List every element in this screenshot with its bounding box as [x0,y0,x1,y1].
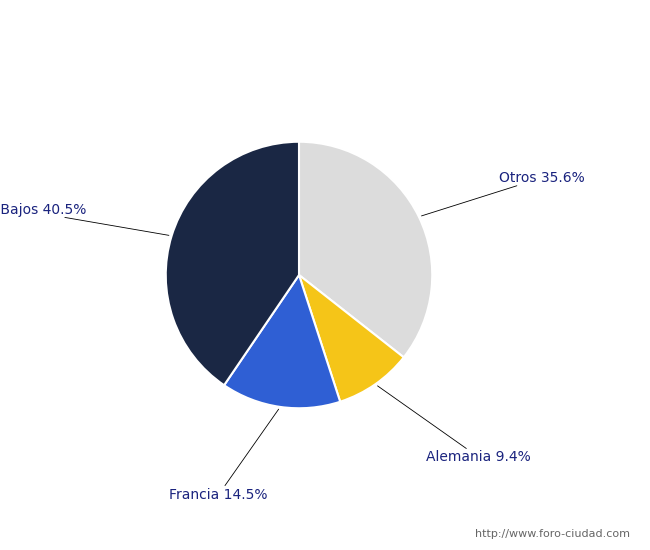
Wedge shape [299,142,432,358]
Text: http://www.foro-ciudad.com: http://www.foro-ciudad.com [476,529,630,539]
Text: Alemania 9.4%: Alemania 9.4% [378,386,531,464]
Wedge shape [224,275,340,408]
Text: Francia 14.5%: Francia 14.5% [169,409,279,502]
Wedge shape [299,275,404,402]
Text: Azuaga - Turistas extranjeros según país - Abril de 2024: Azuaga - Turistas extranjeros según país… [120,10,530,27]
Text: Otros 35.6%: Otros 35.6% [421,171,584,216]
Wedge shape [166,142,299,385]
Text: Países Bajos 40.5%: Países Bajos 40.5% [0,202,169,235]
